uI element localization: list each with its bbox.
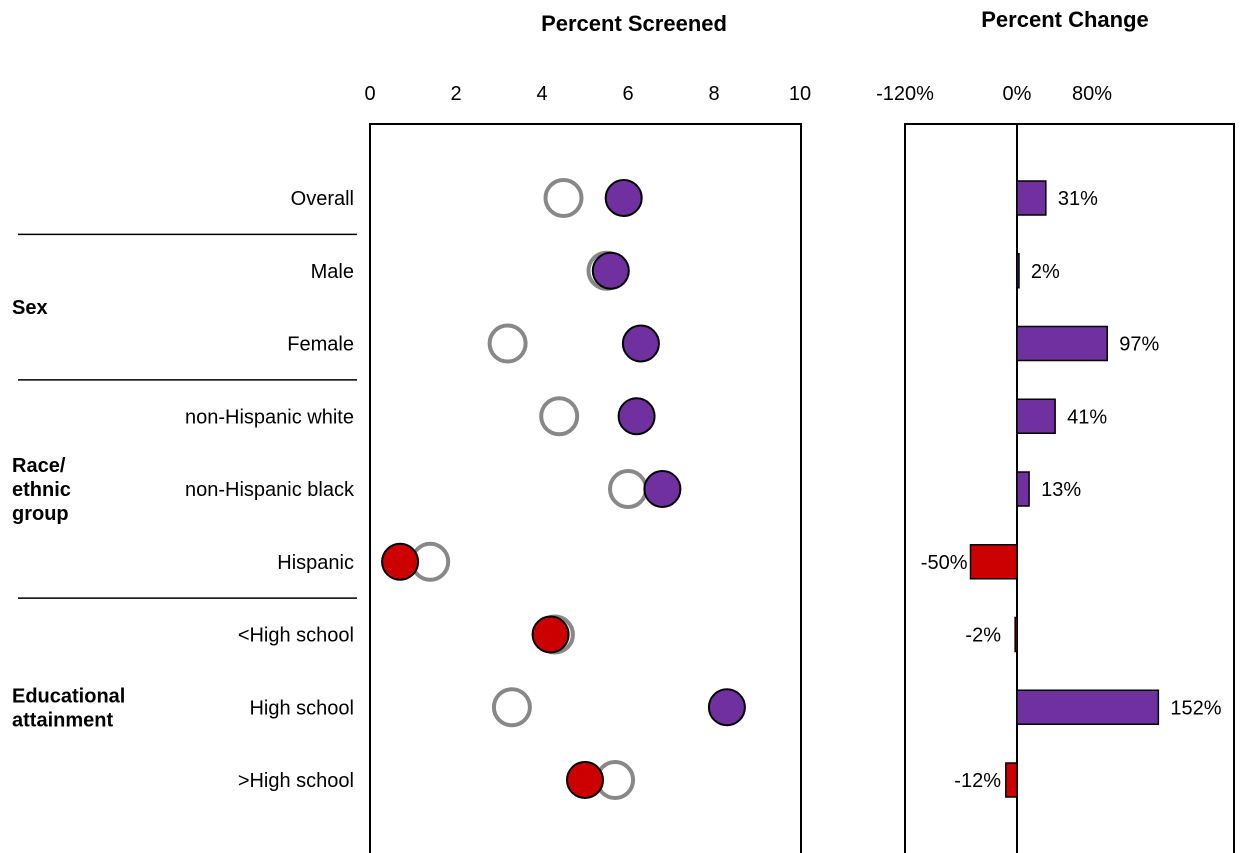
group-label: Race/ethnic group (12, 455, 71, 525)
current-dot (591, 251, 630, 290)
change-bar (1005, 762, 1018, 798)
bar-value-label: 152% (1170, 697, 1221, 719)
bar-value-label: -12% (954, 770, 1001, 792)
baseline-dot (487, 323, 528, 364)
row-label: Hispanic (277, 552, 354, 574)
baseline-dot (608, 469, 648, 509)
bar-marks: 31% 2% 97% 41% 13% -50% -2% 152% -12% (921, 180, 1222, 798)
group-label-line: Race/ (12, 455, 66, 477)
left-x-tick-label: 4 (536, 83, 547, 105)
left-x-tick-label: 10 (789, 83, 811, 105)
baseline-dot (539, 396, 580, 437)
left-chart-title: Percent Screened (541, 11, 727, 36)
right-chart-title: Percent Change (981, 7, 1149, 32)
group-label-line: ethnic (12, 479, 71, 501)
baseline-dot (543, 178, 584, 218)
group-label-line: Sex (12, 297, 48, 319)
baseline-dot (491, 687, 532, 728)
change-bar (1016, 471, 1030, 507)
change-bar (1016, 398, 1056, 434)
current-dot (381, 542, 420, 581)
dot-marks (381, 178, 746, 800)
group-label: Educational attainment (12, 685, 125, 731)
row-label: High school (249, 697, 354, 719)
current-dot (617, 397, 656, 436)
change-bar (969, 544, 1018, 580)
current-dot (621, 324, 660, 363)
group-label-line: group (12, 503, 69, 525)
group-separators (18, 233, 357, 599)
bar-value-label: 41% (1067, 406, 1107, 428)
current-dot (643, 470, 682, 508)
row-label: Overall (291, 188, 354, 210)
change-bar (1016, 689, 1160, 725)
bar-value-label: -2% (965, 625, 1001, 647)
left-x-tick-label: 6 (622, 83, 633, 105)
left-x-tick-label: 0 (364, 83, 375, 105)
row-labels: Overall Male Female non-Hispanic white non-H… (185, 188, 355, 792)
row-label: Female (287, 334, 354, 356)
right-x-tick-label: -120% (876, 83, 934, 105)
row-label: non-Hispanic white (185, 406, 354, 428)
change-bar (1016, 253, 1020, 289)
group-label-line: Educational (12, 685, 125, 707)
bar-value-label: 13% (1041, 479, 1081, 501)
row-label: non-Hispanic black (185, 479, 355, 501)
group-labels: Sex Race/ethnic group Educational attainment (12, 297, 125, 731)
change-bar (1016, 180, 1047, 216)
right-x-ticks: -120% 0% 80% (876, 83, 1112, 105)
row-label: >High school (238, 770, 354, 792)
group-label-line: attainment (12, 709, 113, 731)
bar-value-label: 31% (1058, 188, 1098, 210)
current-dot (604, 179, 643, 217)
bar-value-label: 2% (1031, 261, 1060, 283)
current-dot (531, 615, 570, 654)
row-label: Male (311, 261, 354, 283)
right-plot-area (904, 123, 1235, 853)
row-label: <High school (238, 625, 354, 647)
right-x-tick-label: 0% (1003, 83, 1032, 105)
left-x-ticks: 0 2 4 6 8 10 (364, 83, 811, 105)
left-plot-area (369, 123, 802, 853)
change-bar (1016, 325, 1108, 362)
current-dot (566, 761, 604, 799)
bar-value-label: -50% (921, 552, 968, 574)
left-x-tick-label: 8 (708, 83, 719, 105)
left-x-tick-label: 2 (450, 83, 461, 105)
group-label: Sex (12, 297, 48, 319)
bar-value-label: 97% (1119, 334, 1159, 356)
right-x-tick-label: 80% (1072, 83, 1112, 105)
change-bar (1014, 616, 1018, 653)
current-dot (707, 688, 746, 727)
